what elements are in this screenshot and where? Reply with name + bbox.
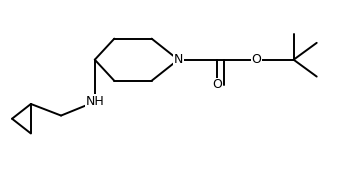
Text: O: O: [212, 79, 222, 91]
Text: NH: NH: [85, 95, 104, 108]
Text: N: N: [174, 53, 183, 66]
Text: O: O: [251, 53, 261, 66]
